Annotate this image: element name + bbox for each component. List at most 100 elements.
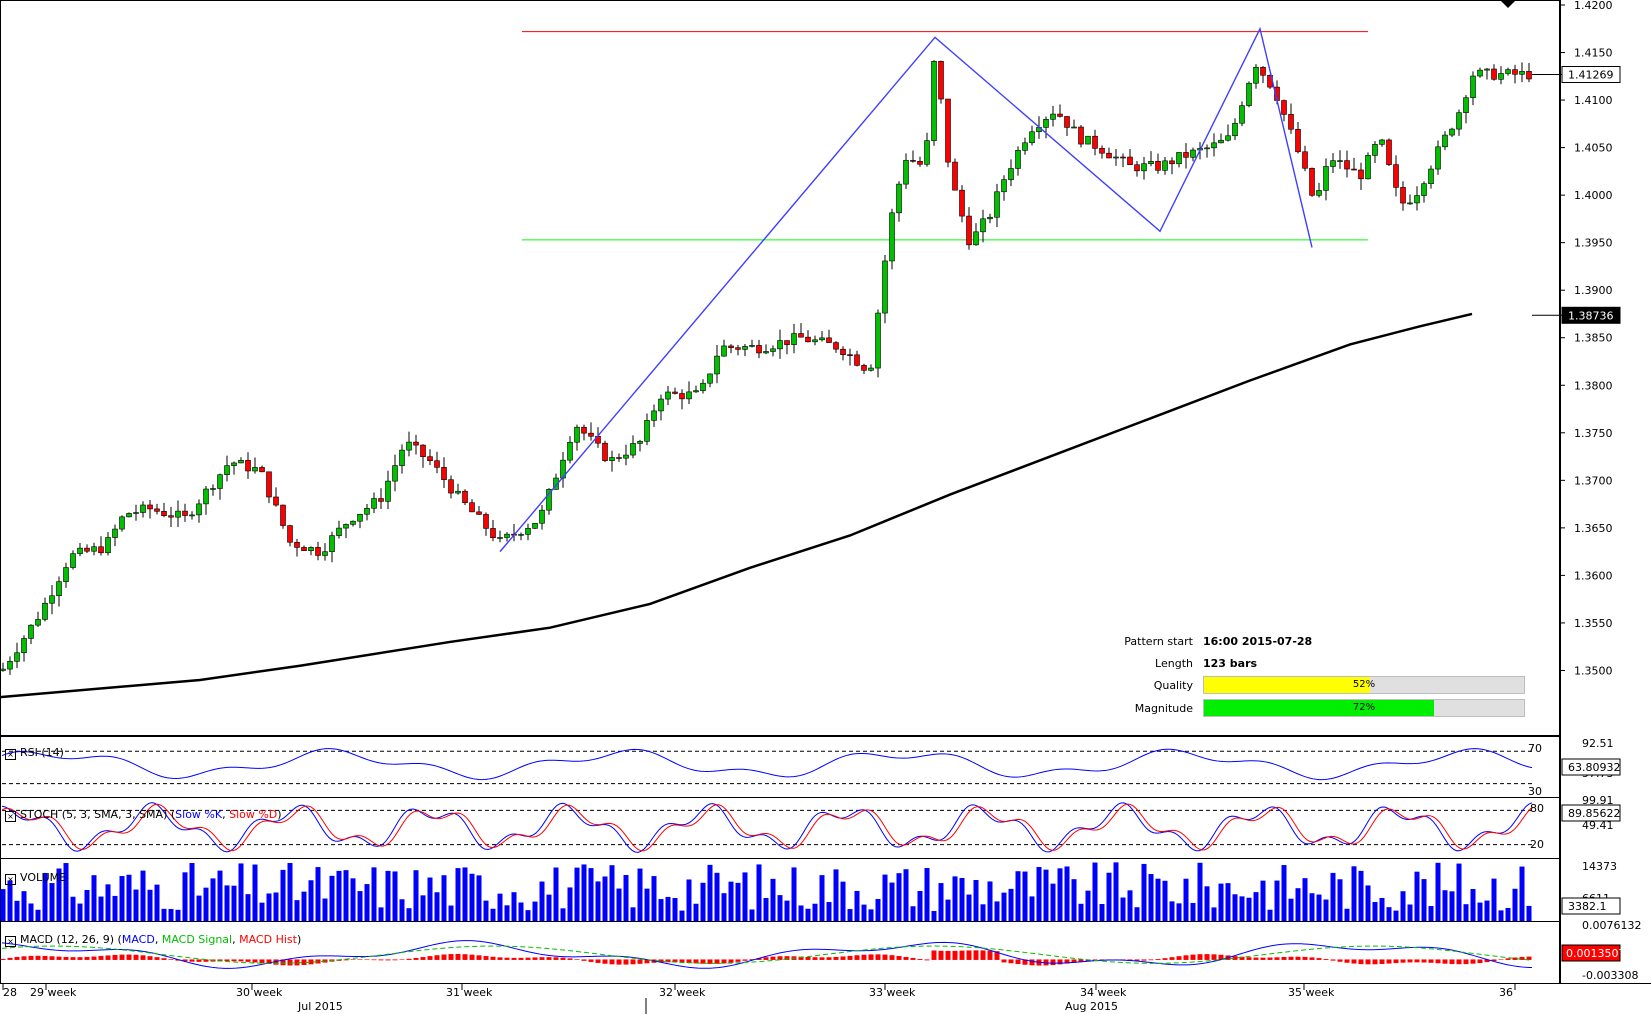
week-label: 34 week [1080, 986, 1127, 999]
volume-bar [301, 891, 307, 921]
volume-bar [1141, 863, 1147, 921]
volume-bar [1393, 910, 1399, 921]
macd-hist-bar [763, 957, 769, 960]
volume-bar [336, 870, 342, 921]
close-icon[interactable]: × [5, 936, 16, 947]
down-candle [728, 345, 734, 348]
macd-hist-bar [700, 959, 706, 964]
macd-hist-bar [1470, 959, 1476, 964]
macd-hist-bar [1428, 959, 1434, 963]
close-icon[interactable]: × [5, 749, 16, 760]
volume-bar [210, 878, 216, 921]
up-candle [637, 441, 643, 444]
volume-bar [525, 910, 531, 921]
rsi-value-label: 63.80932 [1568, 761, 1621, 774]
up-candle [1316, 190, 1322, 196]
macd-hist-bar [392, 959, 398, 961]
macd-hist-bar [672, 959, 678, 963]
down-candle [784, 340, 790, 345]
price-tick-label: 1.4050 [1574, 142, 1613, 155]
stoch-k-label: Slow %K [175, 808, 223, 821]
up-candle [126, 513, 132, 518]
up-candle [350, 520, 356, 525]
up-candle [1414, 195, 1420, 204]
volume-bar [238, 863, 244, 921]
macd-hist-bar [294, 959, 300, 966]
up-candle [1442, 134, 1448, 148]
macd-hist-bar [693, 959, 699, 964]
macd-hist-bar [1512, 957, 1518, 960]
volume-bar [497, 893, 503, 921]
volume-bar [1253, 892, 1259, 921]
volume-bar [245, 894, 251, 921]
macd-hist-bar [280, 959, 286, 966]
up-candle [1477, 69, 1483, 77]
up-candle [1176, 152, 1182, 165]
up-candle [1232, 122, 1238, 137]
stoch-label: STOCH (5, 3, SMA, 3, SMA) [20, 808, 168, 821]
macd-hist-bar [1141, 959, 1147, 961]
macd-hist-bar [266, 959, 272, 965]
down-candle [294, 541, 300, 548]
week-label: 28 [3, 986, 17, 999]
macd-hist-bar [1295, 956, 1301, 960]
volume-bar [812, 903, 818, 921]
volume-bar [567, 887, 573, 921]
volume-bar [1428, 906, 1434, 921]
up-candle [1428, 168, 1434, 184]
down-candle [1526, 71, 1532, 80]
down-candle [938, 61, 944, 100]
volume-bar [609, 865, 615, 921]
up-candle [1246, 82, 1252, 106]
volume-bar [742, 872, 748, 921]
close-icon[interactable]: × [5, 811, 16, 822]
up-candle [609, 457, 615, 461]
macd-hist-bar [259, 959, 265, 964]
down-candle [434, 460, 440, 468]
volume-bar [448, 905, 454, 921]
volume-bar [189, 863, 195, 921]
macd-hist-bar [896, 955, 902, 960]
macd-hist-bar [1435, 959, 1441, 964]
down-candle [1309, 167, 1315, 196]
up-candle [819, 337, 825, 341]
macd-hist-bar [1267, 957, 1273, 960]
volume-bar [805, 908, 811, 921]
macd-hist-bar [525, 957, 531, 960]
macd-hist-bar [833, 956, 839, 960]
volume-bar [1106, 872, 1112, 921]
volume-bar [1176, 903, 1182, 921]
macd-hist-bar [364, 959, 370, 960]
down-candle [154, 508, 160, 512]
rsi-axis-top: 92.51 [1582, 737, 1614, 750]
volume-bar [1078, 903, 1084, 921]
close-icon[interactable]: × [5, 874, 16, 885]
up-candle [791, 333, 797, 345]
macd-hist-bar [1134, 959, 1140, 961]
volume-bar [847, 909, 853, 921]
macd-hist-bar [721, 959, 727, 964]
down-candle [273, 496, 279, 506]
volume-bar [1491, 878, 1497, 921]
macd-hist-bar [735, 959, 741, 962]
down-candle [826, 337, 832, 343]
up-candle [525, 528, 531, 535]
volume-bar [1526, 905, 1532, 921]
week-label: 32 week [659, 986, 706, 999]
macd-hist-bar [1288, 956, 1294, 960]
volume-bar [322, 898, 328, 921]
down-candle [469, 502, 475, 513]
volume-bar [511, 892, 517, 921]
macd-hist-bar [112, 954, 118, 960]
up-candle [889, 212, 895, 262]
up-candle [77, 547, 83, 554]
macd-hist-bar [126, 954, 132, 960]
macd-hist-bar [917, 959, 923, 960]
volume-bar [1435, 862, 1441, 921]
macd-hist-bar [70, 957, 76, 960]
down-candle [378, 498, 384, 502]
up-candle [1001, 179, 1007, 193]
volume-bar [973, 879, 979, 921]
macd-hist-bar [1204, 954, 1210, 960]
volume-bar [462, 867, 468, 921]
